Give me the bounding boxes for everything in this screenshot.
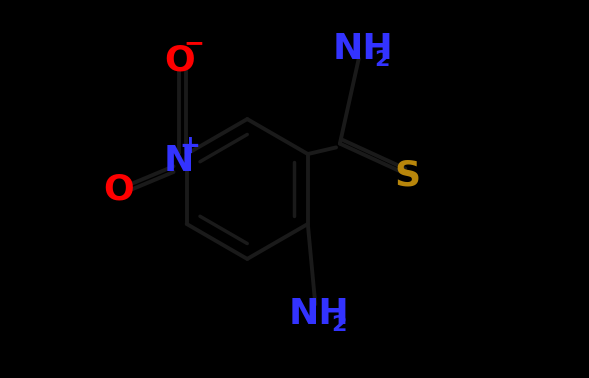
Text: O: O [103,172,134,206]
Text: NH: NH [289,297,349,331]
Text: 2: 2 [375,51,390,70]
Text: S: S [395,159,421,193]
Text: NH: NH [332,32,393,66]
Text: O: O [164,43,194,77]
Text: +: + [180,133,200,158]
Text: N: N [164,144,194,178]
Text: 2: 2 [331,315,346,335]
Text: −: − [183,31,204,56]
